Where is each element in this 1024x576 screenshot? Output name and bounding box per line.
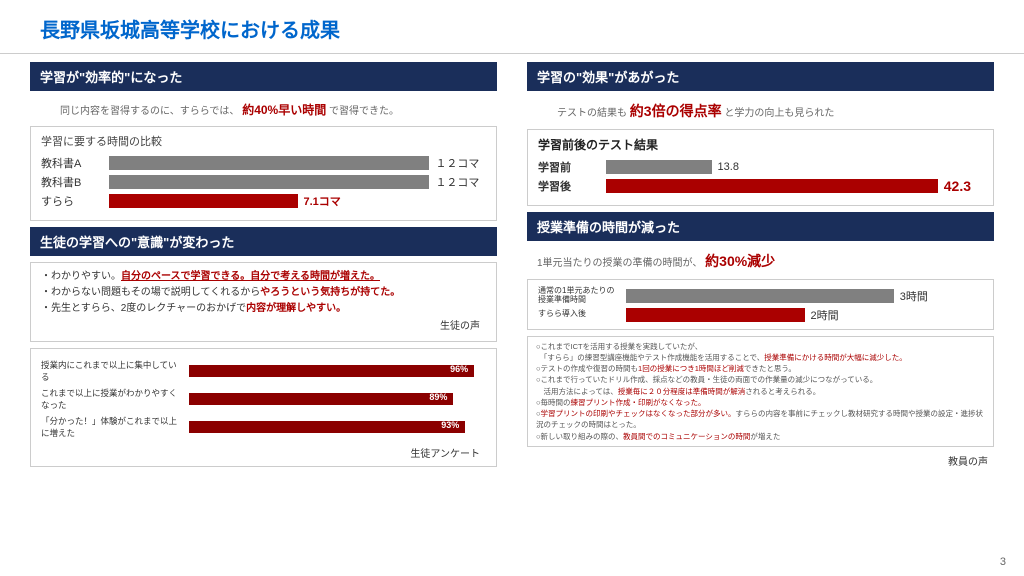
chart-test-results: 学習前後のテスト結果 学習前 13.8 学習後 42.3	[527, 129, 994, 206]
sect-header-preptime: 授業準備の時間が減った	[527, 212, 994, 241]
note-line: ○学習プリントの印刷やチェックはなくなった部分が多い。すららの内容を事前にチェッ…	[536, 408, 985, 431]
bar-wrap: 96%	[189, 365, 486, 377]
bar-value: １２コマ	[435, 174, 479, 190]
bullet-line: ・先生とすらら、2度のレクチャーのおかげで内容が理解しやすい。	[41, 301, 486, 317]
bar-wrap: １２コマ	[109, 156, 486, 170]
lead-pre: 1単元当たりの授業の準備の時間が、	[537, 258, 702, 269]
survey-row: 授業内にこれまで以上に集中している 96%	[41, 359, 486, 383]
note-line: ○これまでICTを活用する授業を実践していたが、	[536, 341, 985, 352]
bar-label: 学習前	[538, 159, 598, 175]
bar	[109, 156, 429, 170]
lead-preptime: 1単元当たりの授業の準備の時間が、 約30%減少	[527, 247, 994, 273]
divider	[0, 53, 1024, 54]
bar-row: 学習後 42.3	[538, 178, 983, 194]
bar-value: 2時間	[811, 307, 839, 323]
note-line: ○新しい取り組みの際の、教員間でのコミュニケーションの時間が増えた	[536, 431, 985, 442]
bar-wrap: 2時間	[626, 308, 983, 322]
bar-row: 学習前 13.8	[538, 159, 983, 175]
bar-label: 教科書A	[41, 155, 101, 171]
chart-title: 学習前後のテスト結果	[538, 136, 983, 153]
bar-row: 教科書A １２コマ	[41, 155, 486, 171]
right-column: 学習の"効果"があがった テストの結果も 約3倍の得点率 と学力の向上も見られた…	[527, 62, 994, 468]
survey-pct: 96%	[450, 364, 468, 374]
note-line: ○これまで行っていたドリル作成、採点などの教員・生徒の両面での作業量の減少につな…	[536, 374, 985, 385]
survey-label: 「分かった！」体験がこれまで以上に増えた	[41, 415, 181, 439]
bar	[626, 308, 805, 322]
bar-value: 13.8	[718, 161, 739, 173]
bar	[626, 289, 894, 303]
note-line: 活用方法によっては、授業毎に２０分程度は準備時間が解消されると考えられる。	[536, 386, 985, 397]
sect-header-efficiency: 学習が"効率的"になった	[30, 62, 497, 91]
student-voice-box: ・わかりやすい。自分のペースで学習できる。自分で考える時間が増えた。・わからない…	[30, 262, 497, 342]
note-line: ○毎時間の練習プリント作成・印刷がなくなった。	[536, 397, 985, 408]
survey-row: 「分かった！」体験がこれまで以上に増えた 93%	[41, 415, 486, 439]
bar	[189, 365, 474, 377]
survey-label: これまで以上に授業がわかりやすくなった	[41, 387, 181, 411]
lead-pre: 同じ内容を習得するのに、すららでは、	[60, 106, 239, 117]
lead-efficiency: 同じ内容を習得するのに、すららでは、 約40%早い時間 で習得できた。	[30, 97, 497, 120]
bar-row: すらら導入後 2時間	[538, 308, 983, 322]
bar-wrap: 42.3	[606, 179, 983, 193]
chart-preptime: 通常の1単元あたりの授業準備時間 3時間 すらら導入後 2時間	[527, 279, 994, 330]
bullet-line: ・わからない問題もその場で説明してくれるからやろうという気持ちが持てた。	[41, 285, 486, 301]
bar	[606, 160, 712, 174]
bar	[109, 175, 429, 189]
chart-time-comparison: 学習に要する時間の比較 教科書A １２コマ 教科書B １２コマ すらら 7.1コ…	[30, 126, 497, 221]
survey-label: 授業内にこれまで以上に集中している	[41, 359, 181, 383]
chart-title: 学習に要する時間の比較	[41, 133, 486, 149]
lead-pre: テストの結果も	[557, 108, 627, 119]
bar-label: すらら導入後	[538, 310, 618, 319]
bar-wrap: １２コマ	[109, 175, 486, 189]
bar-wrap: 89%	[189, 393, 486, 405]
bar	[189, 421, 465, 433]
lead-effect: テストの結果も 約3倍の得点率 と学力の向上も見られた	[527, 97, 994, 123]
student-survey-box: 授業内にこれまで以上に集中している 96% これまで以上に授業がわかりやすくなっ…	[30, 348, 497, 467]
main-grid: 学習が"効率的"になった 同じ内容を習得するのに、すららでは、 約40%早い時間…	[0, 62, 1024, 468]
survey-row: これまで以上に授業がわかりやすくなった 89%	[41, 387, 486, 411]
page-number: 3	[1000, 556, 1006, 568]
bar-label: 学習後	[538, 178, 598, 194]
sect-header-effect: 学習の"効果"があがった	[527, 62, 994, 91]
bar	[109, 194, 298, 208]
bar-value: 3時間	[900, 288, 928, 304]
bar-value: 42.3	[944, 178, 971, 194]
lead-em: 約30%減少	[705, 253, 775, 269]
page-title: 長野県坂城高等学校における成果	[0, 0, 1024, 53]
bar-wrap: 13.8	[606, 160, 983, 174]
sect-header-awareness: 生徒の学習への"意識"が変わった	[30, 227, 497, 256]
bullet-line: ・わかりやすい。自分のペースで学習できる。自分で考える時間が増えた。	[41, 269, 486, 285]
bar-label: 教科書B	[41, 174, 101, 190]
note-line: ○テストの作成や復習の時間も1回の授業につき1時間ほど削減できたと思う。	[536, 363, 985, 374]
bar-wrap: 7.1コマ	[109, 194, 486, 208]
student-voice-tag: 生徒の声	[41, 317, 486, 335]
bar-row: 教科書B １２コマ	[41, 174, 486, 190]
lead-post: と学力の向上も見られた	[724, 108, 834, 119]
teacher-voice-tag: 教員の声	[527, 451, 994, 468]
bar-row: 通常の1単元あたりの授業準備時間 3時間	[538, 287, 983, 305]
survey-tag: 生徒アンケート	[41, 443, 486, 460]
bar-label: 通常の1単元あたりの授業準備時間	[538, 287, 618, 305]
bar	[189, 393, 453, 405]
bar-value: 7.1コマ	[304, 193, 341, 209]
lead-em: 約40%早い時間	[242, 103, 326, 117]
teacher-notes-box: ○これまでICTを活用する授業を実践していたが、 「すらら」の練習型講座機能やテ…	[527, 336, 994, 447]
lead-em: 約3倍の得点率	[630, 103, 722, 119]
lead-post: で習得できた。	[329, 106, 399, 117]
bar-label: すらら	[41, 193, 101, 209]
bar-wrap: 3時間	[626, 289, 983, 303]
survey-pct: 89%	[429, 392, 447, 402]
left-column: 学習が"効率的"になった 同じ内容を習得するのに、すららでは、 約40%早い時間…	[30, 62, 497, 468]
note-line: 「すらら」の練習型講座機能やテスト作成機能を活用することで、授業準備にかける時間…	[536, 352, 985, 363]
survey-pct: 93%	[441, 420, 459, 430]
bar-row: すらら 7.1コマ	[41, 193, 486, 209]
bar-wrap: 93%	[189, 421, 486, 433]
bar	[606, 179, 938, 193]
bar-value: １２コマ	[435, 155, 479, 171]
